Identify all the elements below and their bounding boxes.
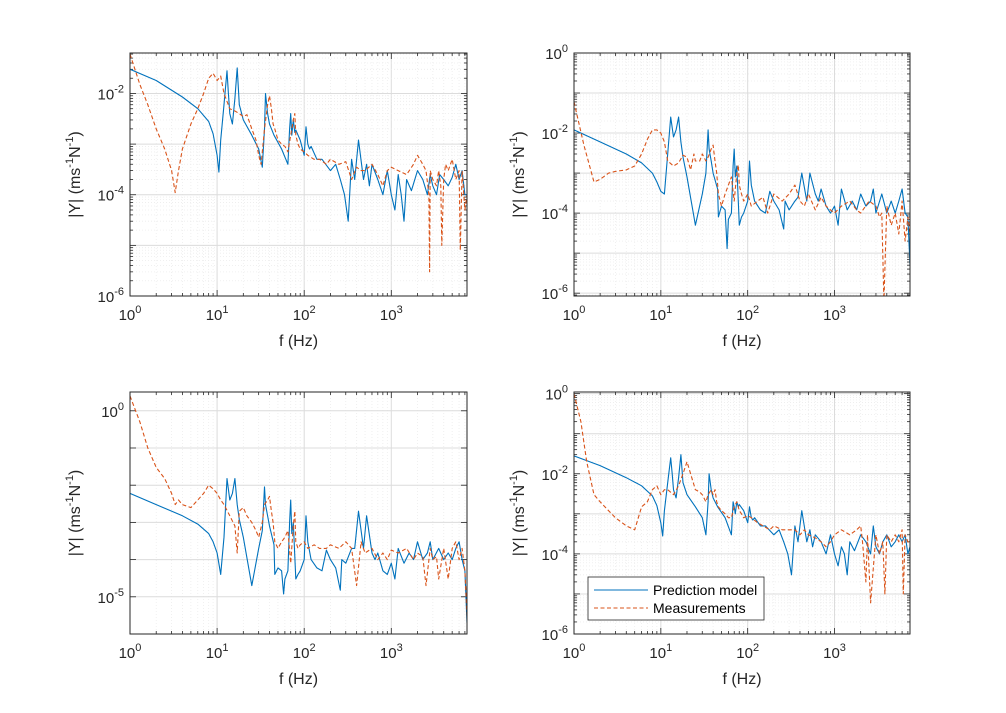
x-tick-label: 101	[206, 304, 229, 324]
x-axis-label: f (Hz)	[279, 333, 318, 350]
x-tick-label: 101	[206, 642, 229, 662]
y-tick-label: 10-5	[98, 587, 124, 607]
y-axis-label: |Y| (ms-1N-1)	[64, 470, 84, 557]
axes-box	[573, 52, 911, 297]
series-line-prediction-model	[130, 67, 467, 222]
subplot-bottom-left: 100 101 102 103 10-5 100 f (Hz) |Y| (ms-1N-1)	[64, 391, 468, 688]
x-tick-label: 103	[823, 642, 846, 662]
legend: Prediction model Measurements	[587, 576, 765, 621]
x-tick-label: 100	[119, 304, 142, 324]
y-tick-label: 10-6	[98, 286, 124, 306]
x-tick-label: 103	[380, 304, 403, 324]
legend-label: Measurements	[653, 600, 746, 616]
x-tick-label: 100	[563, 304, 586, 324]
x-axis-label: f (Hz)	[722, 671, 761, 688]
y-tick-label: 10-2	[98, 83, 124, 103]
y-axis-label: |Y| (ms-1N-1)	[64, 131, 84, 218]
series-group	[130, 395, 467, 623]
series-group	[574, 393, 910, 604]
subplot-bottom-right: 100 101 102 103 10-6 10-4 10-2 100 f (Hz) |Y| (ms…	[508, 384, 911, 688]
series-line-prediction-model	[130, 478, 467, 623]
grid	[129, 53, 467, 297]
x-tick-label: 103	[380, 642, 403, 662]
y-tick-label: 10-6	[542, 283, 568, 303]
x-tick-label: 103	[823, 304, 846, 324]
series-group	[574, 101, 910, 296]
x-tick-label: 102	[736, 304, 759, 324]
legend-box	[587, 576, 765, 621]
x-tick-label: 100	[563, 642, 586, 662]
series-line-prediction-model	[574, 454, 910, 576]
y-tick-label: 10-2	[542, 123, 568, 143]
subplot-top-left: 100 101 102 103 10-6 10-4 10-2 f (Hz) |Y| (ms-1N…	[64, 52, 468, 350]
plot-area	[130, 392, 467, 634]
y-tick-label: 100	[545, 43, 568, 63]
x-tick-label: 102	[293, 304, 316, 324]
y-axis-label: |Y| (ms-1N-1)	[508, 470, 528, 557]
series-group	[130, 53, 467, 273]
y-tick-label: 10-6	[542, 624, 568, 644]
axes-box	[129, 391, 468, 635]
y-tick-label: 10-4	[542, 544, 568, 564]
y-tick-label: 100	[101, 401, 124, 421]
x-tick-label: 100	[119, 642, 142, 662]
y-tick-label: 10-4	[542, 203, 568, 223]
series-line-prediction-model	[574, 116, 910, 266]
x-tick-label: 102	[293, 642, 316, 662]
series-line-measurements	[130, 395, 467, 617]
y-tick-label: 10-2	[542, 464, 568, 484]
axes-box	[129, 52, 468, 297]
axes-box	[573, 391, 911, 635]
y-tick-label: 100	[545, 384, 568, 404]
legend-label: Prediction model	[653, 582, 757, 598]
x-tick-label: 101	[649, 304, 672, 324]
series-line-measurements	[574, 393, 910, 604]
x-axis-label: f (Hz)	[722, 333, 761, 350]
y-axis-label: |Y| (ms-1N-1)	[508, 131, 528, 218]
x-tick-label: 101	[649, 642, 672, 662]
x-tick-label: 102	[736, 642, 759, 662]
x-axis-label: f (Hz)	[279, 671, 318, 688]
y-tick-label: 10-4	[98, 185, 124, 205]
subplot-top-right: 100 101 102 103 10-6 10-4 10-2 100 f (Hz) |Y| (ms…	[508, 43, 911, 350]
